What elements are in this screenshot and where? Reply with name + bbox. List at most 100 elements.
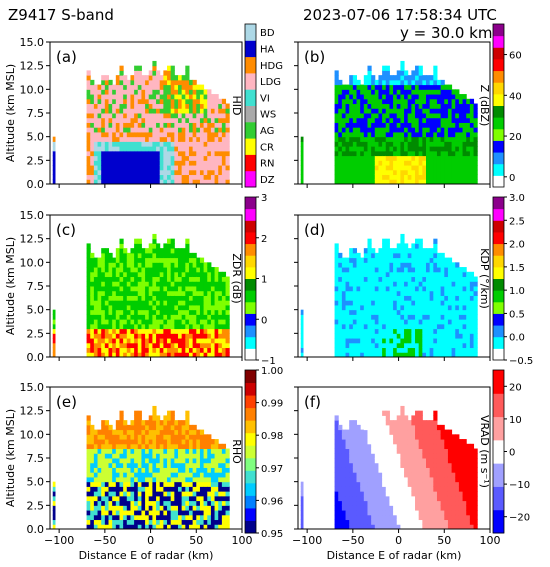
radar-pixel [141, 131, 146, 138]
radar-pixel [104, 309, 110, 315]
radar-pixel [134, 131, 139, 138]
radar-pixel [181, 458, 186, 464]
radar-pixel [455, 300, 460, 306]
radar-pixel [338, 524, 343, 530]
radar-pixel [137, 243, 142, 249]
colorbar-label: Z (dBZ) [478, 85, 491, 127]
radar-pixel [418, 248, 423, 254]
radar-pixel [371, 434, 376, 440]
radar-pixel [436, 89, 442, 95]
radar-pixel [130, 328, 135, 334]
radar-pixel [385, 323, 390, 330]
radar-pixel [119, 174, 124, 180]
radar-pixel [349, 434, 354, 440]
radar-pixel [404, 127, 409, 133]
radar-pixel [159, 122, 164, 128]
radar-pixel [170, 420, 175, 426]
radar-pixel [167, 84, 172, 90]
radar-pixel [130, 495, 135, 502]
radar-pixel [458, 328, 464, 334]
radar-pixel [214, 314, 219, 320]
radar-pixel [385, 113, 390, 119]
radar-pixel [181, 476, 186, 483]
radar-pixel [352, 122, 358, 128]
radar-pixel [455, 271, 460, 278]
radar-pixel [363, 342, 368, 349]
radar-pixel [185, 84, 190, 90]
radar-pixel [115, 467, 120, 473]
radar-pixel [300, 342, 304, 349]
radar-pixel [181, 486, 186, 492]
radar-pixel [101, 295, 106, 301]
radar-pixel [473, 127, 478, 133]
radar-pixel [188, 295, 194, 301]
radar-pixel [137, 309, 142, 315]
radar-pixel [422, 286, 427, 292]
radar-pixel [130, 429, 135, 435]
radar-pixel [411, 304, 416, 311]
radar-pixel [338, 174, 343, 180]
radar-pixel [371, 323, 376, 330]
radar-pixel [167, 174, 172, 180]
radar-pixel [181, 271, 186, 278]
radar-pixel [210, 281, 216, 287]
radar-pixel [389, 127, 394, 133]
radar-pixel [374, 519, 379, 525]
radar-pixel [221, 448, 227, 454]
radar-pixel [130, 141, 135, 147]
radar-pixel [300, 347, 304, 353]
radar-pixel [371, 295, 376, 301]
radar-pixel [145, 420, 150, 426]
radar-pixel [218, 131, 223, 138]
radar-pixel [178, 179, 183, 185]
radar-pixel [363, 127, 368, 133]
radar-pixel [473, 169, 478, 176]
radar-pixel [167, 127, 172, 133]
radar-pixel [382, 257, 387, 263]
radar-pixel [210, 267, 216, 273]
radar-pixel [90, 271, 95, 278]
radar-pixel [371, 300, 376, 306]
radar-pixel [418, 79, 423, 86]
radar-pixel [451, 281, 456, 287]
radar-pixel [145, 481, 150, 487]
radar-pixel [451, 333, 456, 339]
radar-pixel [196, 448, 201, 454]
radar-pixel [210, 319, 216, 325]
radar-pixel [86, 276, 91, 282]
panel-rho: (e)−100 −50 0 50 1000.02.55.07.510.012.515.0… [4, 366, 283, 562]
radar-pixel [130, 127, 135, 133]
radar-pixel [90, 179, 95, 185]
radar-pixel [407, 165, 412, 171]
radar-pixel [181, 519, 186, 525]
radar-pixel [352, 271, 358, 278]
radar-pixel [207, 262, 212, 268]
radar-pixel [385, 410, 390, 416]
radar-pixel [382, 467, 387, 473]
radar-pixel [360, 113, 365, 119]
radar-pixel [385, 160, 390, 166]
radar-pixel [159, 79, 164, 86]
radar-pixel [334, 70, 339, 76]
radar-pixel [422, 300, 427, 306]
radar-pixel [159, 333, 164, 339]
radar-pixel [152, 505, 157, 511]
radar-pixel [356, 267, 361, 273]
radar-pixel [86, 122, 91, 128]
radar-pixel [363, 352, 368, 358]
radar-pixel [225, 476, 230, 483]
radar-pixel [341, 448, 347, 454]
radar-pixel [396, 131, 401, 138]
radar-pixel [145, 491, 150, 497]
radar-pixel [152, 281, 157, 287]
radar-pixel [418, 65, 423, 71]
radar-pixel [123, 113, 128, 119]
radar-pixel [159, 127, 164, 133]
radar-pixel [469, 98, 475, 105]
radar-pixel [367, 486, 372, 492]
radar-pixel [126, 174, 131, 180]
radar-pixel [400, 127, 405, 133]
radar-pixel [396, 333, 401, 339]
radar-pixel [148, 290, 153, 296]
radar-pixel [112, 352, 117, 358]
